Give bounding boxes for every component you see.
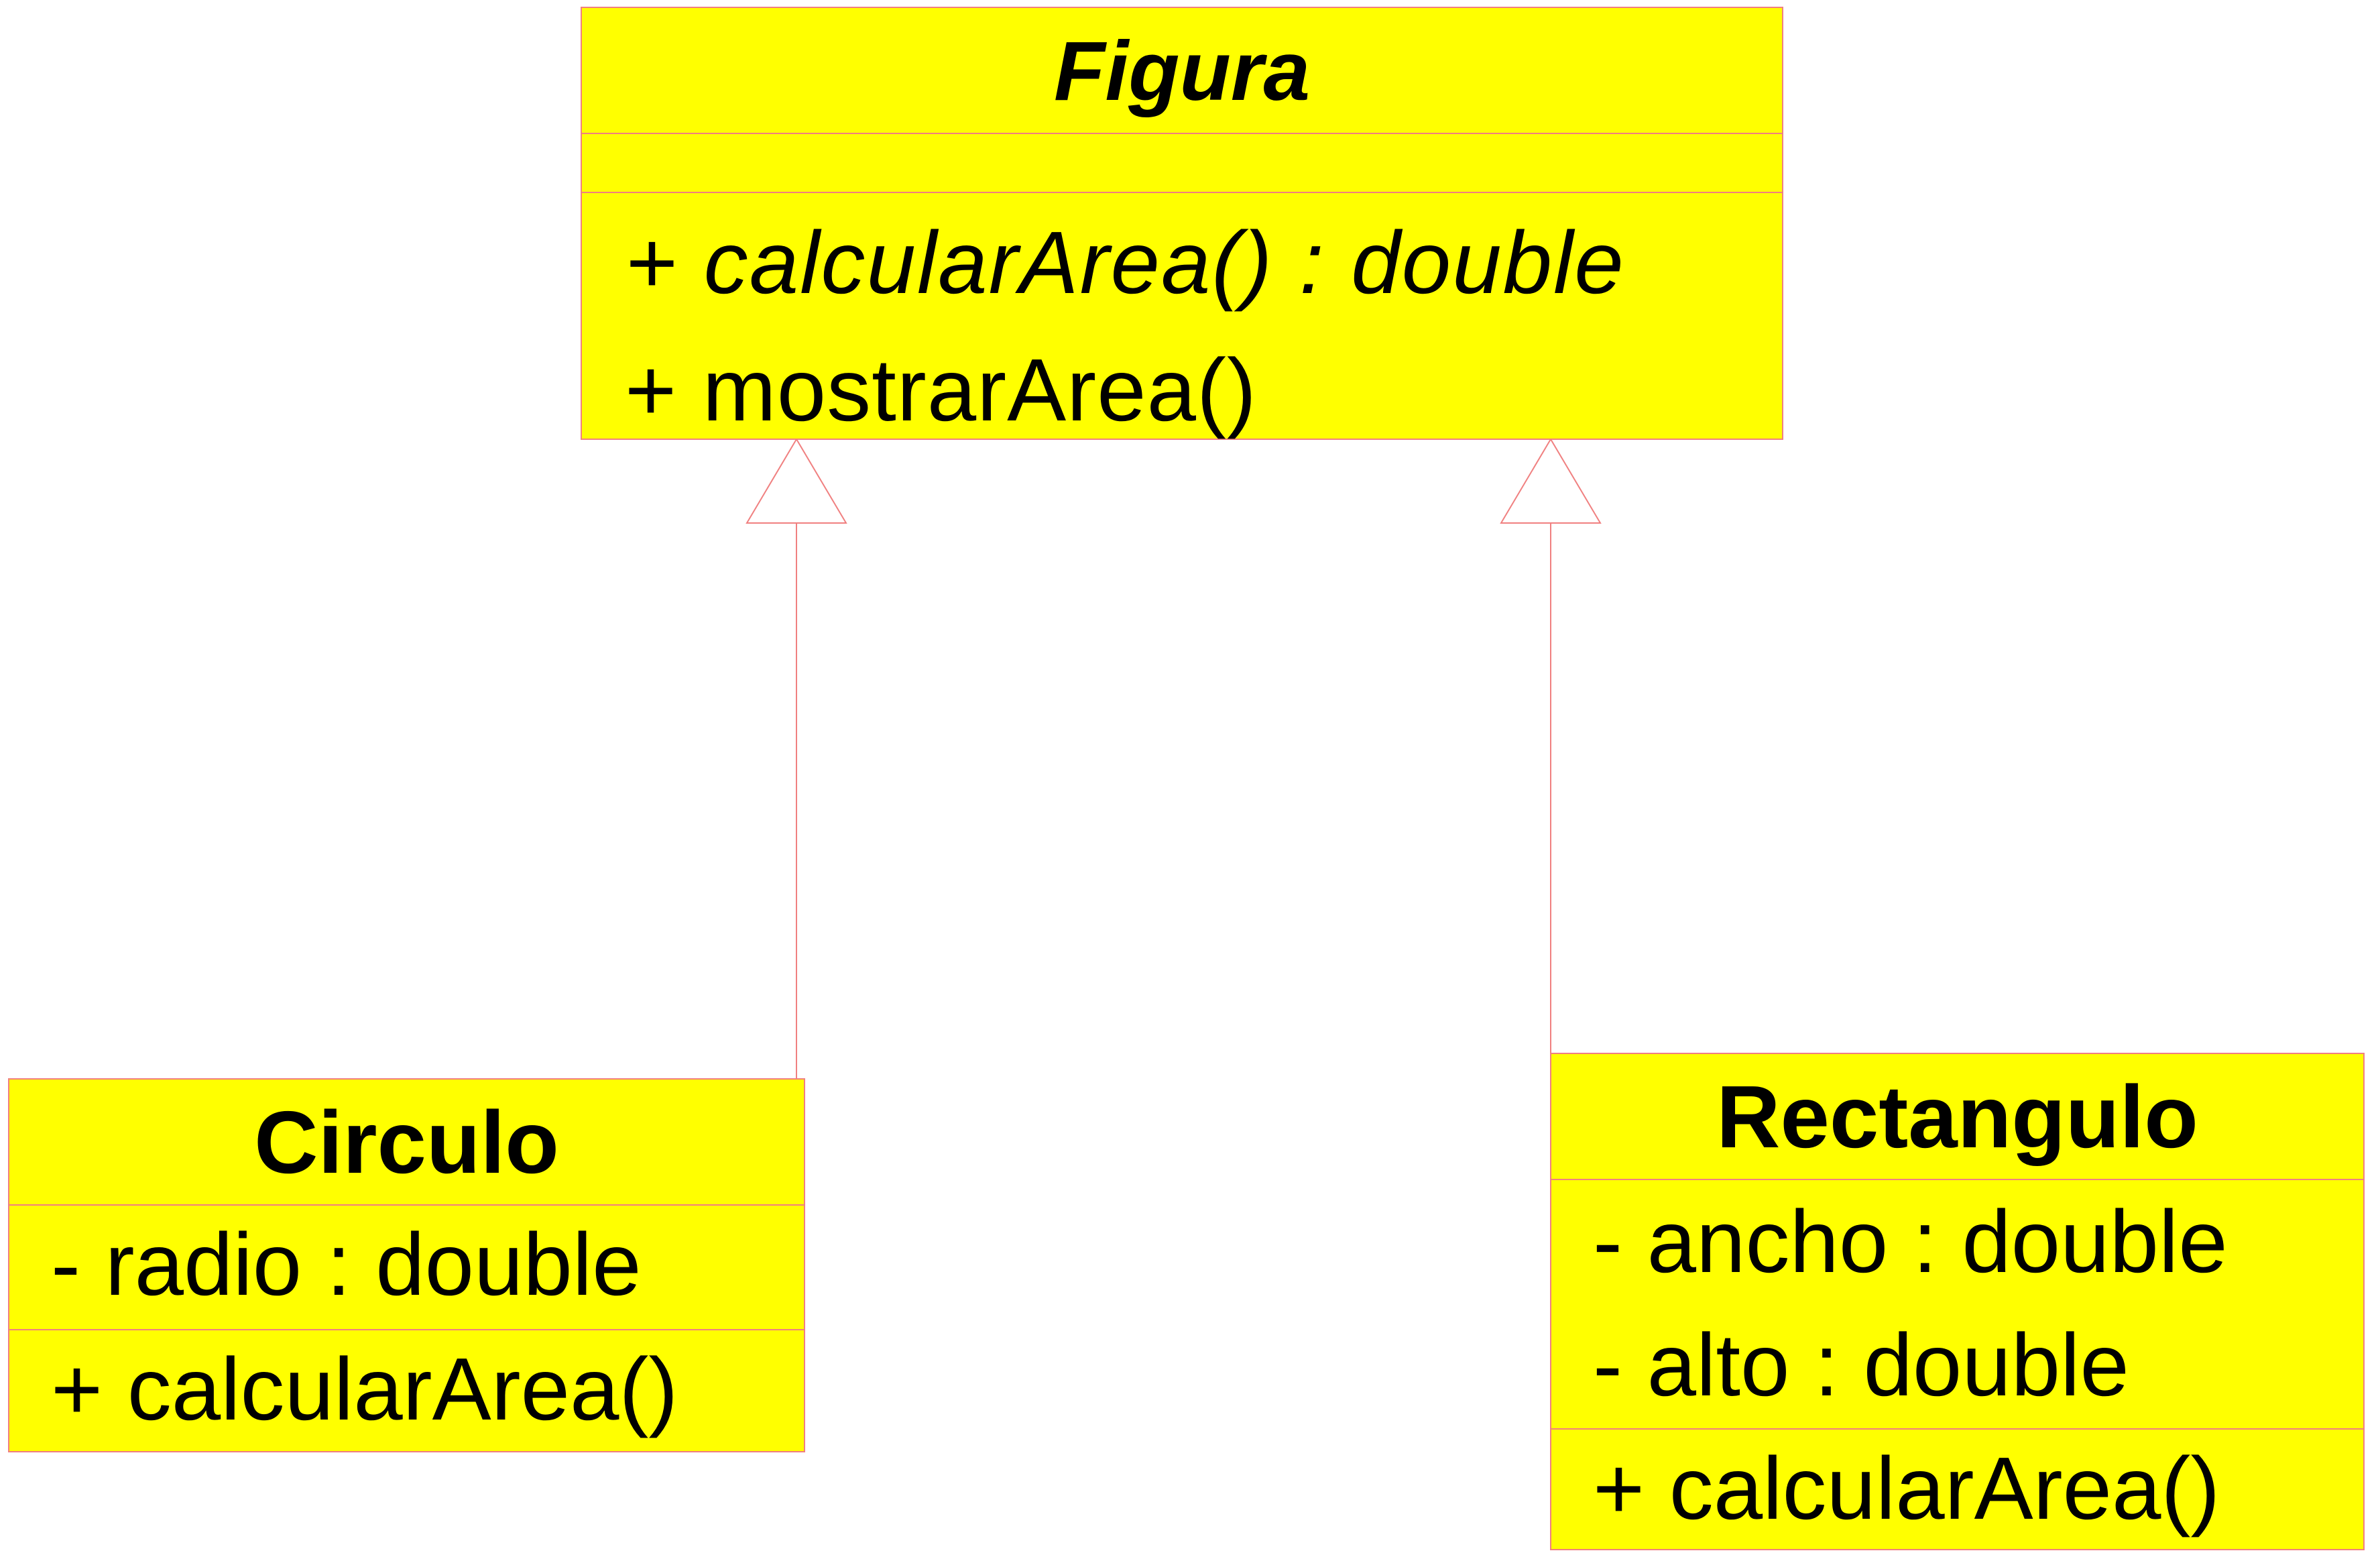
circulo-operations-compartment: + calcularArea() bbox=[9, 1329, 804, 1451]
attribute-radio: - radio : double bbox=[51, 1215, 642, 1314]
operation-calcular-area: + calcularArea() bbox=[51, 1340, 678, 1438]
operation-mostrar-area: + mostrarArea() bbox=[625, 341, 1257, 439]
rectangulo-name-compartment: Rectangulo bbox=[1551, 1054, 2363, 1179]
figura-attributes-compartment bbox=[582, 133, 1782, 192]
class-rectangulo[interactable]: Rectangulo - ancho : double - alto : dou… bbox=[1550, 1053, 2365, 1550]
class-figura[interactable]: Figura + calcularArea() : double + mostr… bbox=[581, 7, 1783, 440]
circulo-attributes-compartment: - radio : double bbox=[9, 1204, 804, 1329]
class-name-figura: Figura bbox=[1054, 25, 1310, 118]
rectangulo-operations-compartment: + calcularArea() bbox=[1551, 1428, 2363, 1549]
operation-calcular-area: + calcularArea() bbox=[1593, 1439, 2220, 1538]
class-circulo[interactable]: Circulo - radio : double + calcularArea(… bbox=[8, 1078, 805, 1452]
figura-name-compartment: Figura bbox=[582, 8, 1782, 133]
class-name-rectangulo: Rectangulo bbox=[1716, 1067, 2198, 1166]
generalization-rectangulo-figura bbox=[1500, 438, 1602, 1053]
operation-calcular-area-abstract: + calcularArea() : double bbox=[625, 213, 1625, 312]
attribute-alto: - alto : double bbox=[1593, 1316, 2129, 1414]
figura-operations-compartment: + calcularArea() : double + mostrarArea(… bbox=[582, 192, 1782, 439]
generalization-circulo-figura bbox=[746, 438, 847, 1078]
inheritance-arrowhead-circulo bbox=[746, 438, 847, 524]
class-name-circulo: Circulo bbox=[254, 1093, 559, 1192]
circulo-name-compartment: Circulo bbox=[9, 1080, 804, 1204]
attribute-ancho: - ancho : double bbox=[1593, 1192, 2228, 1291]
inheritance-arrowhead-rectangulo bbox=[1500, 438, 1602, 524]
rectangulo-attributes-compartment: - ancho : double - alto : double bbox=[1551, 1179, 2363, 1428]
